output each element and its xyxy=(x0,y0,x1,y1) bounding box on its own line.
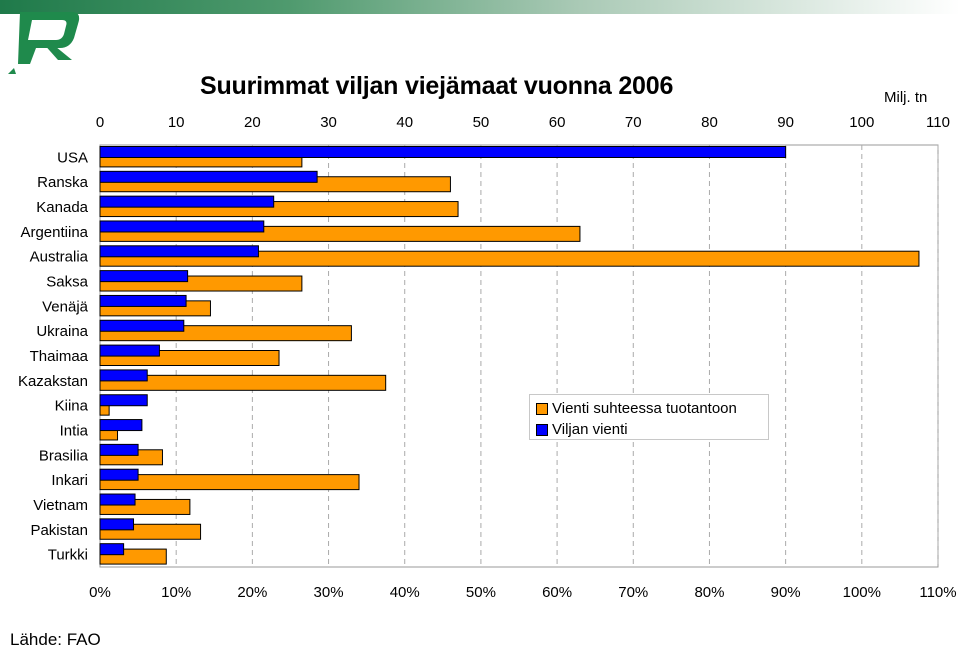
bar-exports xyxy=(99,493,136,506)
bar-ratio xyxy=(99,374,387,391)
bar-exports xyxy=(99,543,125,556)
top-axis-tick-label: 10 xyxy=(168,114,185,131)
company-logo-icon xyxy=(8,12,80,74)
bar-exports xyxy=(99,170,318,183)
bar-exports xyxy=(99,518,135,531)
category-label: Brasilia xyxy=(39,447,89,464)
legend: Vienti suhteessa tuotantoon Viljan vient… xyxy=(529,394,769,440)
top-axis-tick-label: 30 xyxy=(320,114,337,131)
category-label: Ukraina xyxy=(36,323,88,340)
category-label: Thaimaa xyxy=(30,348,89,365)
bar-exports xyxy=(99,344,160,357)
bar-exports xyxy=(99,319,185,332)
bottom-axis-tick-label: 90% xyxy=(771,584,801,601)
chart-title: Suurimmat viljan viejämaat vuonna 2006 xyxy=(200,72,674,100)
top-axis-tick-label: 90 xyxy=(777,114,794,131)
bottom-axis-tick-label: 100% xyxy=(843,584,881,601)
category-label: Saksa xyxy=(46,274,88,291)
category-label: Australia xyxy=(30,249,89,266)
legend-label-exports: Viljan vienti xyxy=(552,421,628,438)
bottom-axis-tick-label: 0% xyxy=(89,584,111,601)
bar-exports xyxy=(99,270,189,283)
category-label: Vietnam xyxy=(33,497,88,514)
category-label: Ranska xyxy=(37,174,89,191)
bar-exports xyxy=(99,394,148,407)
category-label: Argentiina xyxy=(20,224,88,241)
legend-item-exports: Viljan vienti xyxy=(530,419,768,440)
source-note: Lähde: FAO xyxy=(10,630,101,649)
category-label: USA xyxy=(57,149,88,166)
top-axis-tick-label: 100 xyxy=(849,114,874,131)
top-axis-tick-label: 40 xyxy=(396,114,413,131)
bottom-axis-tick-label: 10% xyxy=(161,584,191,601)
category-label: Venäjä xyxy=(42,298,89,315)
category-label: Kazakstan xyxy=(18,373,88,390)
top-axis-tick-label: 110 xyxy=(926,114,950,131)
top-axis-tick-label: 50 xyxy=(473,114,490,131)
bottom-axis-tick-label: 40% xyxy=(390,584,420,601)
bottom-axis-tick-label: 20% xyxy=(237,584,267,601)
top-axis-unit-label: Milj. tn xyxy=(884,89,928,106)
bar-exports xyxy=(99,195,275,208)
bottom-axis-tick-label: 110% xyxy=(919,584,956,601)
bottom-axis-tick-label: 80% xyxy=(694,584,724,601)
bottom-axis-tick-label: 60% xyxy=(542,584,572,601)
bar-exports xyxy=(99,369,148,382)
bar-ratio xyxy=(99,250,920,267)
bar-exports xyxy=(99,245,259,258)
legend-label-ratio: Vienti suhteessa tuotantoon xyxy=(552,400,737,417)
bar-exports xyxy=(99,419,143,432)
category-label: Intia xyxy=(60,422,89,439)
top-axis-tick-label: 0 xyxy=(96,114,104,131)
bar-exports xyxy=(99,146,787,158)
category-label: Inkari xyxy=(51,472,88,489)
top-axis-tick-label: 60 xyxy=(549,114,566,131)
legend-item-ratio: Vienti suhteessa tuotantoon xyxy=(530,398,768,419)
category-label: Kanada xyxy=(36,199,88,216)
bottom-axis-tick-label: 70% xyxy=(618,584,648,601)
bar-exports xyxy=(99,468,139,481)
bar-ratio xyxy=(99,474,360,491)
legend-swatch-blue xyxy=(536,423,548,436)
bottom-axis-tick-label: 50% xyxy=(466,584,496,601)
bar-exports xyxy=(99,443,139,456)
top-axis-tick-label: 80 xyxy=(701,114,718,131)
bar-exports xyxy=(99,220,265,233)
category-label: Turkki xyxy=(48,547,88,564)
legend-swatch-orange xyxy=(536,402,548,415)
category-label: Pakistan xyxy=(30,522,88,539)
top-axis-tick-label: 20 xyxy=(244,114,261,131)
top-axis-tick-label: 70 xyxy=(625,114,642,131)
category-label: Kiina xyxy=(55,398,89,415)
bottom-axis-tick-label: 30% xyxy=(314,584,344,601)
bar-exports xyxy=(99,294,187,307)
header-gradient-bar xyxy=(0,0,960,14)
